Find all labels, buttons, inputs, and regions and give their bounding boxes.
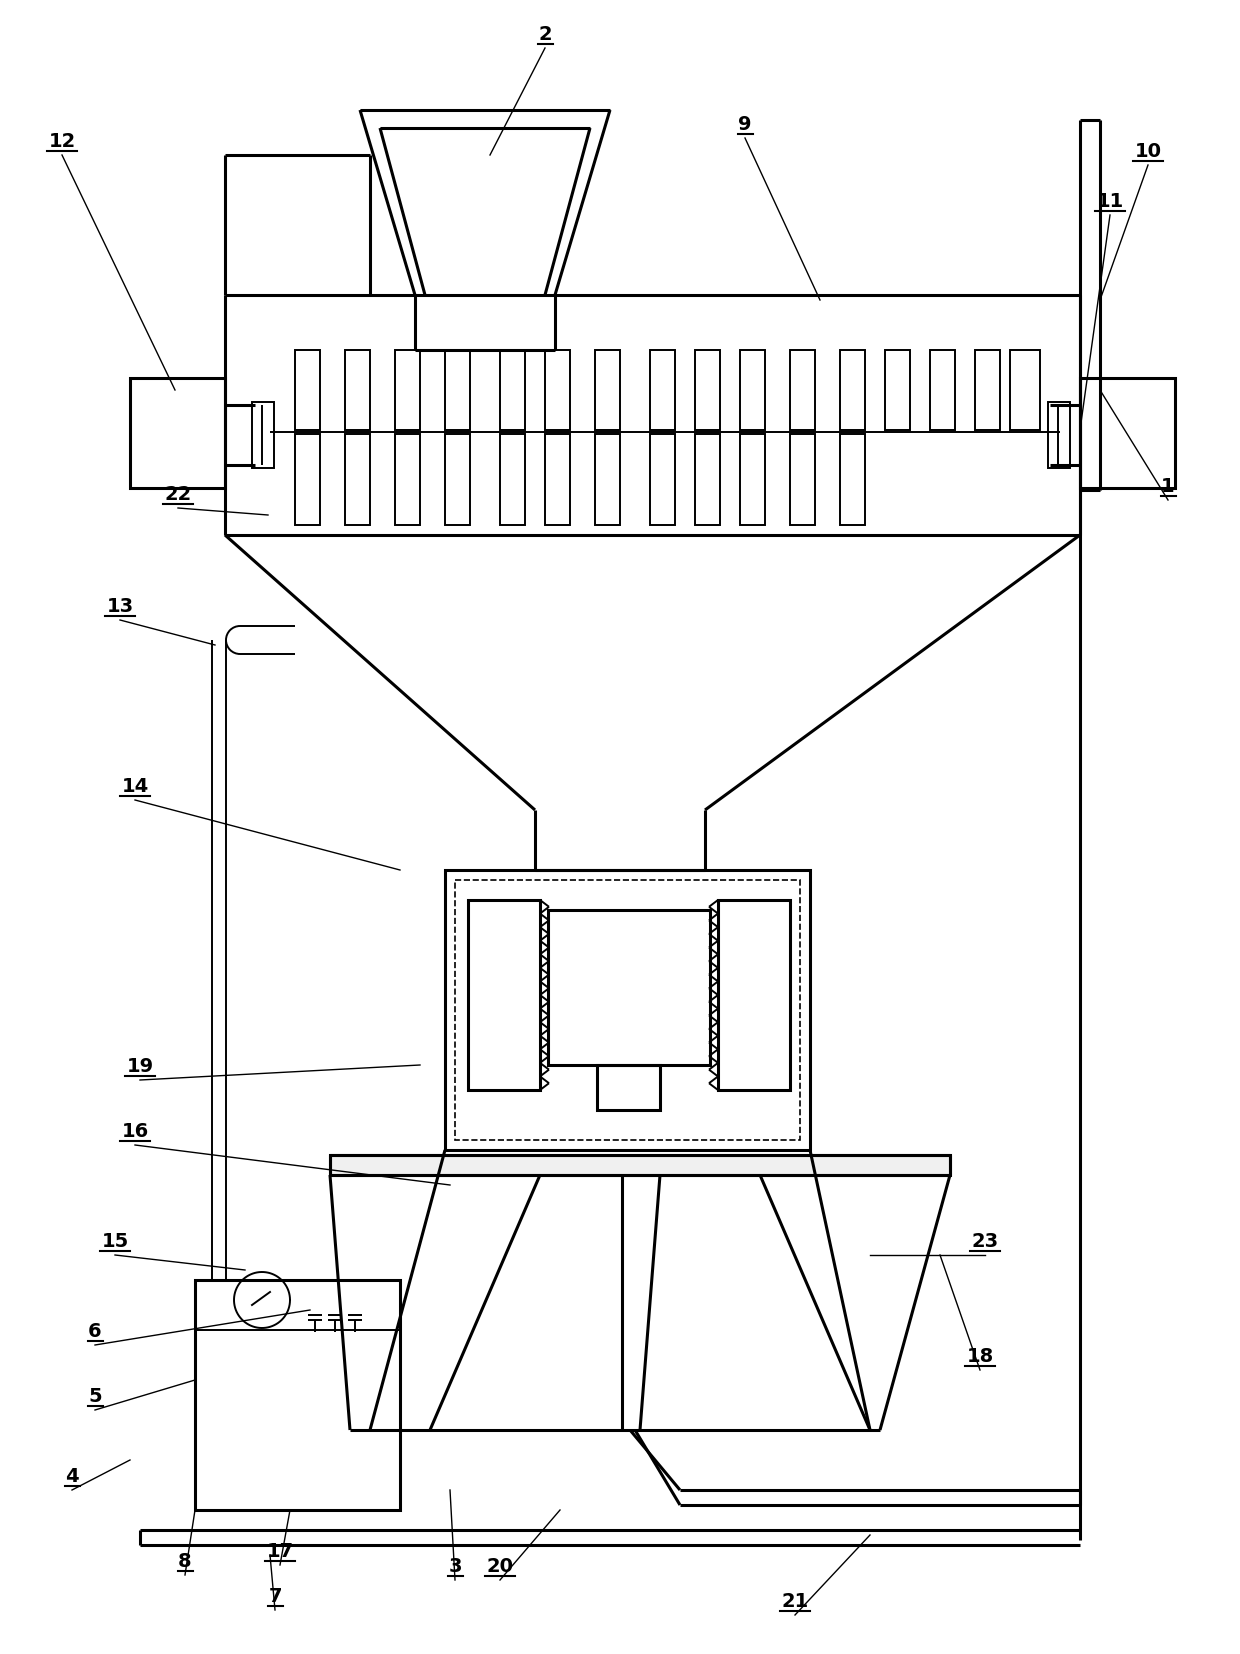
Bar (345, 351, 370, 430)
Bar (467, 900, 539, 1090)
Text: 8: 8 (179, 1551, 192, 1571)
Bar (252, 402, 274, 468)
Text: 16: 16 (122, 1121, 149, 1141)
Text: 20: 20 (486, 1556, 513, 1576)
Bar (650, 433, 675, 524)
Bar (839, 433, 866, 524)
Text: 23: 23 (971, 1232, 998, 1250)
Text: 10: 10 (1135, 142, 1162, 160)
Text: 12: 12 (48, 132, 76, 151)
Bar (546, 351, 570, 430)
Bar (740, 351, 765, 430)
Bar (975, 351, 999, 430)
Bar (295, 433, 320, 524)
Text: 6: 6 (88, 1322, 102, 1341)
Bar (930, 351, 955, 430)
Bar (330, 1154, 950, 1174)
Text: 11: 11 (1096, 192, 1123, 212)
Bar (445, 433, 470, 524)
Bar (596, 1065, 660, 1110)
Bar (500, 433, 525, 524)
Bar (548, 910, 711, 1065)
Bar (839, 351, 866, 430)
Text: 3: 3 (448, 1556, 461, 1576)
Bar (500, 351, 525, 430)
Text: 9: 9 (738, 116, 751, 134)
Bar (694, 433, 720, 524)
Bar (445, 351, 470, 430)
Text: 19: 19 (126, 1057, 154, 1077)
Bar (345, 433, 370, 524)
Bar (1080, 379, 1176, 488)
Bar (790, 433, 815, 524)
Text: 13: 13 (107, 597, 134, 615)
Bar (595, 433, 620, 524)
Bar (885, 351, 910, 430)
Text: 2: 2 (538, 25, 552, 45)
Bar (295, 351, 320, 430)
Bar (790, 351, 815, 430)
Bar (546, 433, 570, 524)
Text: 21: 21 (781, 1593, 808, 1611)
Bar (1048, 402, 1070, 468)
Text: 5: 5 (88, 1388, 102, 1406)
Text: 18: 18 (966, 1346, 993, 1366)
Bar (694, 351, 720, 430)
Text: 14: 14 (122, 777, 149, 796)
Bar (740, 433, 765, 524)
Bar (445, 870, 810, 1150)
Bar (396, 433, 420, 524)
Bar (595, 351, 620, 430)
Text: 4: 4 (66, 1467, 79, 1485)
Text: 22: 22 (165, 485, 192, 504)
Bar (718, 900, 790, 1090)
Bar (650, 351, 675, 430)
Bar (195, 1280, 401, 1510)
Bar (455, 880, 800, 1140)
Bar (1011, 351, 1040, 430)
Text: 15: 15 (102, 1232, 129, 1250)
Bar (396, 351, 420, 430)
Bar (130, 379, 224, 488)
Text: 7: 7 (268, 1586, 281, 1606)
Text: 1: 1 (1161, 476, 1174, 496)
Text: 17: 17 (267, 1542, 294, 1561)
